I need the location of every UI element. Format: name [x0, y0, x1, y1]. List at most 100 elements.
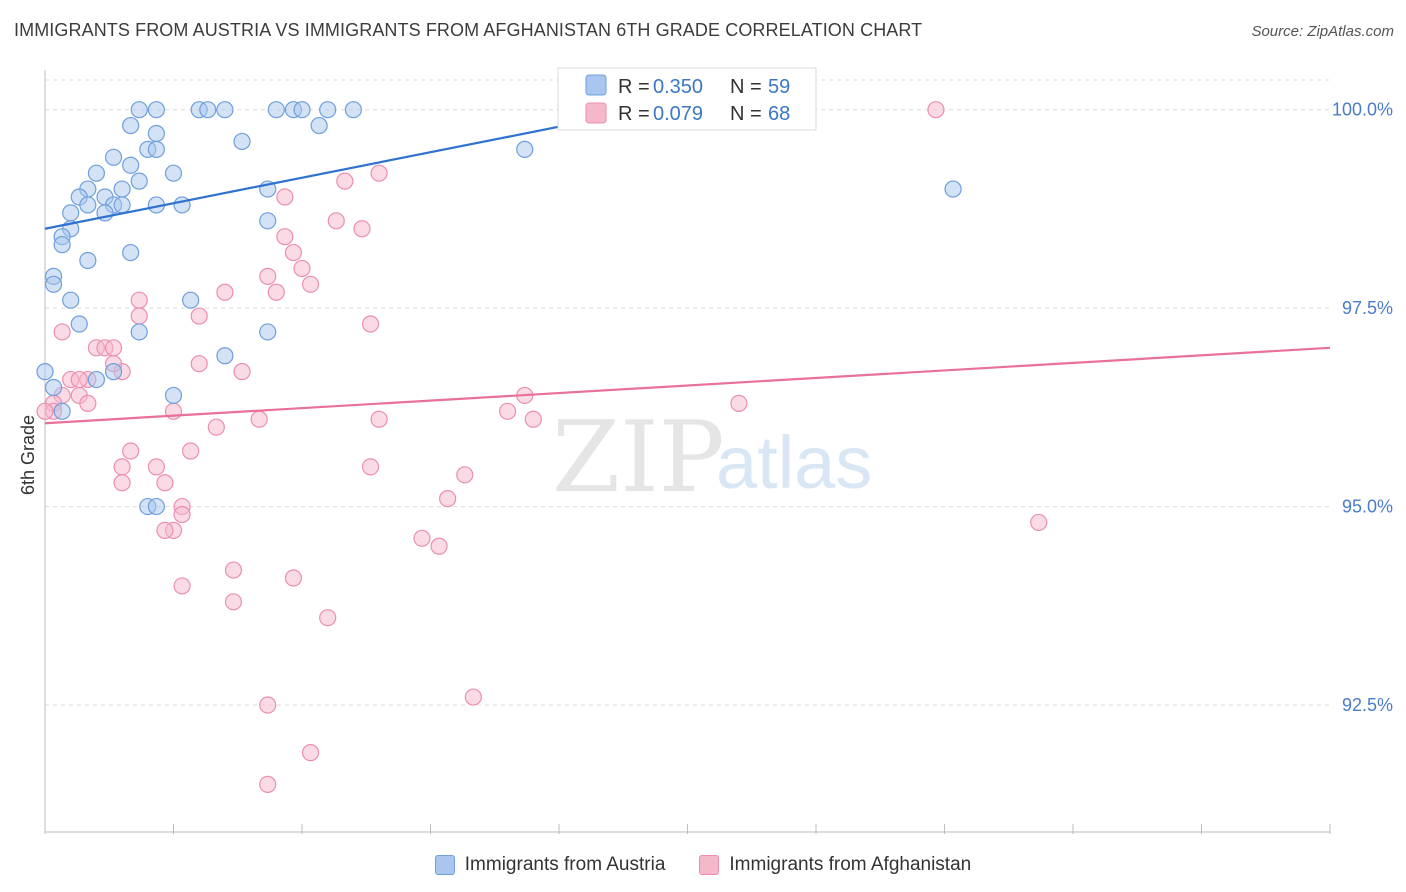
afghanistan-point-40: [524, 410, 542, 428]
afghanistan-point-21: [104, 339, 123, 357]
austria-point-15: [233, 132, 251, 151]
axes: [44, 70, 1331, 834]
afghanistan-point-43: [122, 442, 140, 460]
legend-label-austria: Immigrants from Austria: [464, 854, 666, 875]
austria-point-3: [199, 101, 217, 119]
afghanistan-point-46: [113, 458, 131, 476]
austria-point-14: [310, 116, 328, 135]
legend-n-value-afghanistan: 68: [768, 103, 790, 125]
y-axis-label: 6th Grade: [18, 415, 38, 495]
afghanistan-point-3: [336, 172, 354, 190]
austria-point-13: [147, 124, 165, 143]
austria-point-46: [182, 291, 200, 309]
legend-swatch-austria-bottom: [434, 855, 455, 875]
austria-point-22: [87, 164, 106, 182]
austria-point-51: [104, 363, 123, 381]
afghanistan-point-8: [284, 243, 303, 262]
afghanistan-point-16: [190, 307, 208, 325]
y-tick-label-0: 100.0%: [1332, 100, 1393, 120]
legend-item-afghanistan: Immigrants from Afghanistan: [699, 852, 971, 878]
afghanistan-point-4: [276, 188, 294, 206]
austria-point-56: [147, 497, 165, 516]
afghanistan-point-28: [70, 370, 88, 389]
legend-item-austria: Immigrants from Austria: [434, 852, 666, 878]
austria-point-47: [70, 315, 88, 333]
afghanistan-point-65: [259, 696, 277, 714]
afghanistan-point-37: [207, 418, 225, 436]
austria-point-42: [122, 243, 140, 262]
afghanistan-point-12: [216, 283, 234, 301]
afghanistan-point-50: [156, 474, 174, 492]
austria-point-45: [62, 291, 80, 309]
afghanistan-point-24: [190, 355, 208, 373]
austria-point-4: [216, 101, 234, 119]
austria-point-12: [122, 116, 140, 135]
stats-legend: R = 0.350 N = 59 R = 0.079 N = 68: [557, 67, 817, 131]
afghanistan-point-56: [413, 529, 431, 547]
austria-point-50: [216, 347, 234, 365]
austria-point-1: [147, 101, 165, 119]
austria-point-17: [147, 140, 165, 158]
austria-trend-line: [44, 108, 645, 230]
afghanistan-point-67: [259, 775, 277, 793]
afghanistan-point-34: [36, 402, 54, 420]
grid-lines: [45, 79, 1330, 706]
scatter-chart: ZIP atlas 100.0%97.5%95.0%92.5% 0.0%15.0…: [18, 67, 1393, 834]
afghanistan-point-62: [224, 593, 243, 611]
y-tick-label-3: 92.5%: [1342, 695, 1393, 715]
austria-point-52: [36, 363, 54, 381]
legend-r-value-afghanistan: 0.079: [653, 103, 703, 125]
watermark-atlas: atlas: [716, 421, 872, 504]
afghanistan-point-64: [464, 688, 482, 706]
austria-point-53: [164, 386, 183, 405]
afghanistan-point-32: [79, 394, 97, 412]
legend-r-value-austria: 0.350: [653, 76, 703, 98]
afghanistan-point-14: [130, 291, 148, 309]
afghanistan-point-58: [1030, 513, 1048, 532]
afghanistan-trend-line: [44, 346, 1331, 425]
austria-point-57: [44, 378, 63, 397]
austria-point-58: [87, 370, 106, 389]
afghanistan-point-7: [276, 228, 294, 246]
afghanistan-point-25: [233, 363, 251, 381]
y-tick-label-2: 95.0%: [1342, 497, 1393, 517]
austria-point-49: [259, 323, 277, 341]
afghanistan-point-6: [353, 220, 371, 238]
afghanistan-point-2: [370, 164, 388, 182]
austria-point-48: [130, 323, 148, 341]
afghanistan-point-63: [319, 609, 337, 627]
afghanistan-point-41: [730, 394, 748, 412]
austria-point-40: [53, 236, 71, 254]
afghanistan-point-45: [147, 458, 165, 476]
austria-point-5: [267, 101, 285, 119]
afghanistan-point-38: [370, 410, 388, 428]
watermark-zip: ZIP: [552, 401, 725, 515]
austria-point-0: [130, 101, 148, 119]
series-legend: Immigrants from Austria Immigrants from …: [0, 852, 1406, 878]
afghanistan-point-39: [499, 402, 517, 420]
afghanistan-point-55: [156, 521, 174, 539]
legend-swatch-afghanistan-bottom: [699, 855, 720, 875]
austria-point-32: [113, 196, 131, 214]
y-tick-label-1: 97.5%: [1342, 298, 1393, 318]
afghanistan-point-18: [53, 323, 71, 341]
austria-point-30: [79, 196, 97, 214]
legend-swatch-afghanistan: [585, 102, 607, 124]
austria-point-8: [319, 101, 337, 119]
austria-point-44: [44, 275, 63, 293]
austria-point-37: [259, 212, 277, 230]
afghanistan-point-61: [173, 577, 191, 595]
austria-point-23: [130, 172, 148, 190]
afghanistan-point-51: [439, 490, 457, 508]
afghanistan-point-66: [301, 744, 320, 762]
austria-point-25: [113, 180, 131, 198]
afghanistan-point-60: [284, 569, 303, 587]
austria-point-19: [122, 156, 140, 174]
afghanistan-point-17: [130, 307, 148, 325]
legend-swatch-austria: [585, 74, 607, 96]
austria-point-20: [104, 148, 123, 166]
legend-r-label-austria: R =: [618, 76, 650, 98]
afghanistan-point-57: [430, 537, 448, 555]
afghanistan-point-53: [173, 505, 191, 524]
y-tick-labels: 100.0% 97.5% 95.0% 92.5%: [1332, 100, 1393, 715]
